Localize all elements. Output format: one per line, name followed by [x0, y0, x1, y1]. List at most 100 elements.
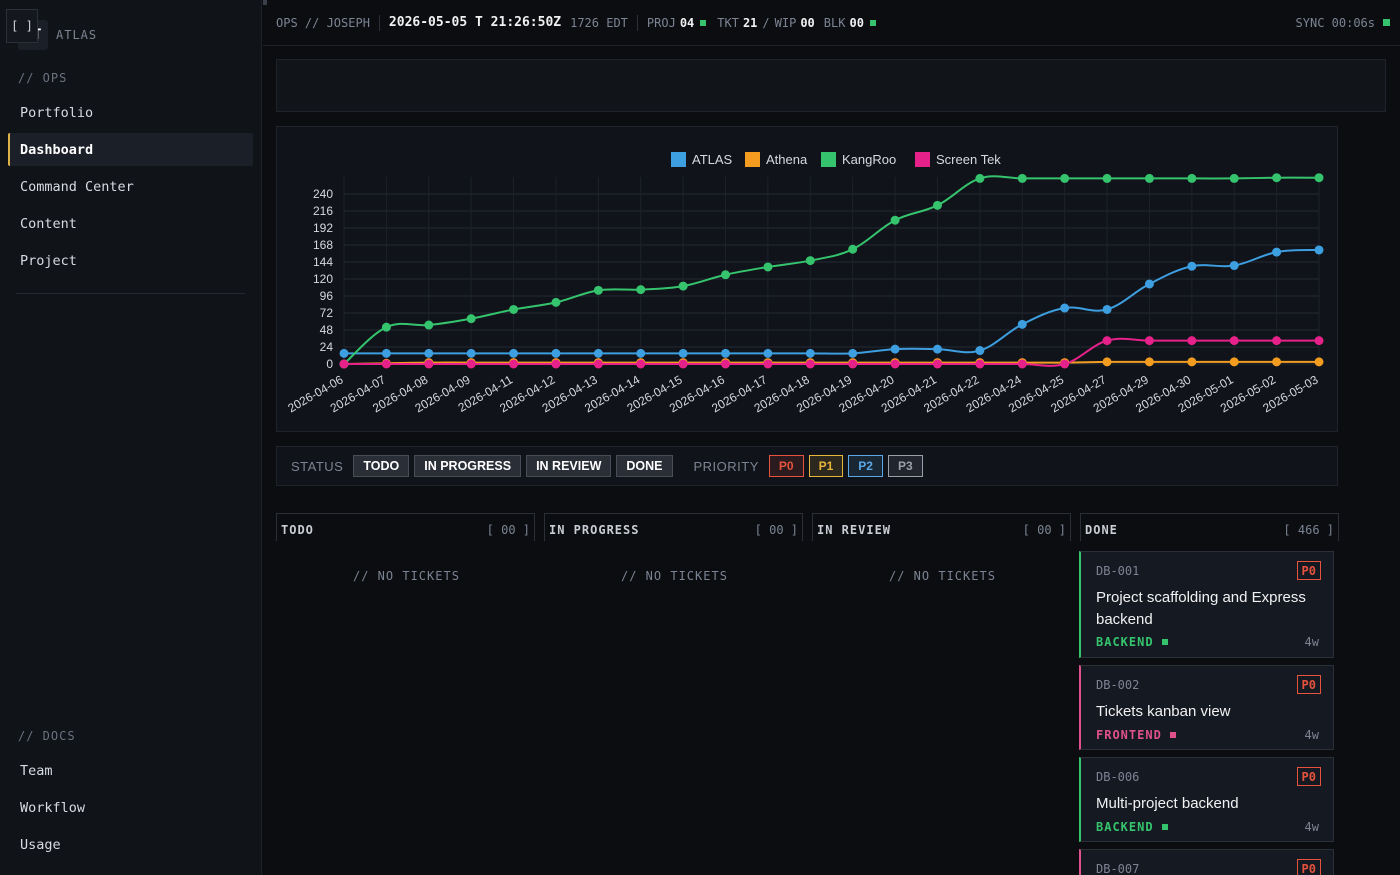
tag-dot — [1169, 732, 1176, 738]
status-chip-todo[interactable]: TODO — [353, 455, 410, 477]
data-point — [1144, 357, 1154, 367]
sidebar-item-dashboard[interactable]: Dashboard — [8, 133, 253, 166]
data-point — [466, 348, 476, 358]
data-point — [551, 297, 561, 307]
chart-panel: 0 24 48 72 96 120 144 168 192 216 240 2026-04-06 202… — [276, 126, 1338, 432]
sidebar: AT ATLAS // OPS Portfolio Dashboard Comm… — [0, 0, 262, 875]
docs-section-label: // DOCS — [18, 729, 76, 743]
column-header-todo: TODO [ 00 ] — [276, 513, 535, 541]
data-point — [1314, 245, 1324, 255]
data-point — [805, 256, 815, 266]
ops-section-label: // OPS — [18, 71, 68, 85]
data-point — [932, 200, 942, 210]
data-point — [890, 359, 900, 369]
sidebar-item-portfolio[interactable]: Portfolio — [20, 104, 94, 121]
priority-filter-label: PRIORITY — [693, 458, 759, 474]
data-point — [848, 244, 858, 254]
data-point — [509, 348, 519, 358]
ticket-age: 4w — [1304, 820, 1319, 834]
data-point — [975, 346, 985, 356]
data-point — [932, 344, 942, 354]
column-header-done: DONE [ 466 ] — [1080, 513, 1339, 541]
y-tick-label: 192 — [313, 221, 333, 235]
data-point — [593, 348, 603, 358]
sidebar-item-command-center[interactable]: Command Center — [20, 178, 134, 195]
ticket-tag-label: FRONTEND — [1096, 728, 1162, 742]
data-point — [975, 359, 985, 369]
data-point — [1060, 303, 1070, 313]
expand-panel-button[interactable]: [ ] — [6, 9, 38, 43]
y-tick-label: 240 — [313, 187, 333, 201]
data-point — [763, 359, 773, 369]
column-count: [ 00 ] — [1022, 523, 1066, 537]
data-point — [1102, 173, 1112, 183]
data-point — [593, 359, 603, 369]
data-point — [678, 281, 688, 291]
data-point — [1314, 357, 1324, 367]
data-point — [1314, 336, 1324, 346]
blk-status-dot — [869, 19, 876, 26]
data-point — [424, 359, 434, 369]
sidebar-item-project[interactable]: Project — [20, 252, 77, 269]
data-point — [1314, 173, 1324, 183]
ticket-id: DB-001 — [1096, 564, 1140, 578]
data-point — [1229, 261, 1239, 271]
data-point — [805, 348, 815, 358]
data-point — [1017, 319, 1027, 329]
logo-name: ATLAS — [56, 28, 98, 42]
ticket-title: Project scaffolding and Express backend — [1096, 589, 1306, 628]
data-point — [1102, 357, 1112, 367]
data-point — [1229, 357, 1239, 367]
ticket-tag-label: BACKEND — [1096, 820, 1154, 834]
empty-column-message: // NO TICKETS — [889, 569, 996, 583]
status-chip-in-progress[interactable]: IN PROGRESS — [414, 455, 522, 477]
ticket-card[interactable]: DB-002 P0 Tickets kanban view FRONTEND 4… — [1079, 665, 1334, 750]
ticket-tag: FRONTEND — [1096, 728, 1176, 742]
wip-stat: WIP 00 — [775, 16, 815, 30]
status-chip-in-review[interactable]: IN REVIEW — [526, 455, 612, 477]
priority-chip-p2[interactable]: P2 — [848, 455, 883, 477]
legend-swatch — [821, 152, 836, 167]
sidebar-item-usage[interactable]: Usage — [20, 836, 61, 853]
data-point — [466, 314, 476, 324]
ticket-card[interactable]: DB-001 P0 Project scaffolding and Expres… — [1079, 551, 1334, 658]
ticket-priority-badge: P0 — [1296, 767, 1321, 786]
sidebar-item-workflow[interactable]: Workflow — [20, 799, 86, 816]
ticket-card[interactable]: DB-006 P0 Multi-project backend BACKEND … — [1079, 757, 1334, 842]
data-point — [721, 348, 731, 358]
data-point — [1102, 336, 1112, 346]
column-count: [ 00 ] — [754, 523, 798, 537]
data-point — [1229, 336, 1239, 346]
blk-stat: BLK 00 — [824, 16, 876, 30]
data-point — [636, 359, 646, 369]
series-line — [343, 175, 1320, 365]
ticket-age: 4w — [1304, 728, 1319, 742]
ticket-age: 4w — [1304, 635, 1319, 649]
data-point — [424, 348, 434, 358]
ticket-card[interactable]: DB-007 P0 — [1079, 849, 1334, 875]
status-chip-done[interactable]: DONE — [616, 455, 673, 477]
tkt-value: 21 — [742, 15, 758, 30]
ticket-priority-badge: P0 — [1296, 561, 1321, 580]
data-point — [721, 270, 731, 280]
data-point — [1187, 336, 1197, 346]
data-point — [636, 348, 646, 358]
data-point — [339, 348, 349, 358]
data-point — [381, 348, 391, 358]
priority-chip-p1[interactable]: P1 — [808, 455, 844, 477]
legend-label: KangRoo — [842, 152, 896, 167]
sidebar-item-team[interactable]: Team — [20, 762, 53, 779]
priority-chip-p0[interactable]: P0 — [768, 455, 804, 477]
column-count: [ 00 ] — [486, 523, 530, 537]
data-point — [932, 359, 942, 369]
y-tick-label: 96 — [320, 289, 334, 303]
priority-chip-p3[interactable]: P3 — [887, 455, 923, 477]
legend-swatch — [915, 152, 930, 167]
ticket-tag: BACKEND — [1096, 635, 1168, 649]
sidebar-item-content[interactable]: Content — [20, 215, 77, 232]
ticket-tag: BACKEND — [1096, 820, 1168, 834]
data-point — [890, 215, 900, 225]
y-tick-label: 144 — [313, 255, 333, 269]
empty-column-message: // NO TICKETS — [621, 569, 728, 583]
data-point — [509, 359, 519, 369]
